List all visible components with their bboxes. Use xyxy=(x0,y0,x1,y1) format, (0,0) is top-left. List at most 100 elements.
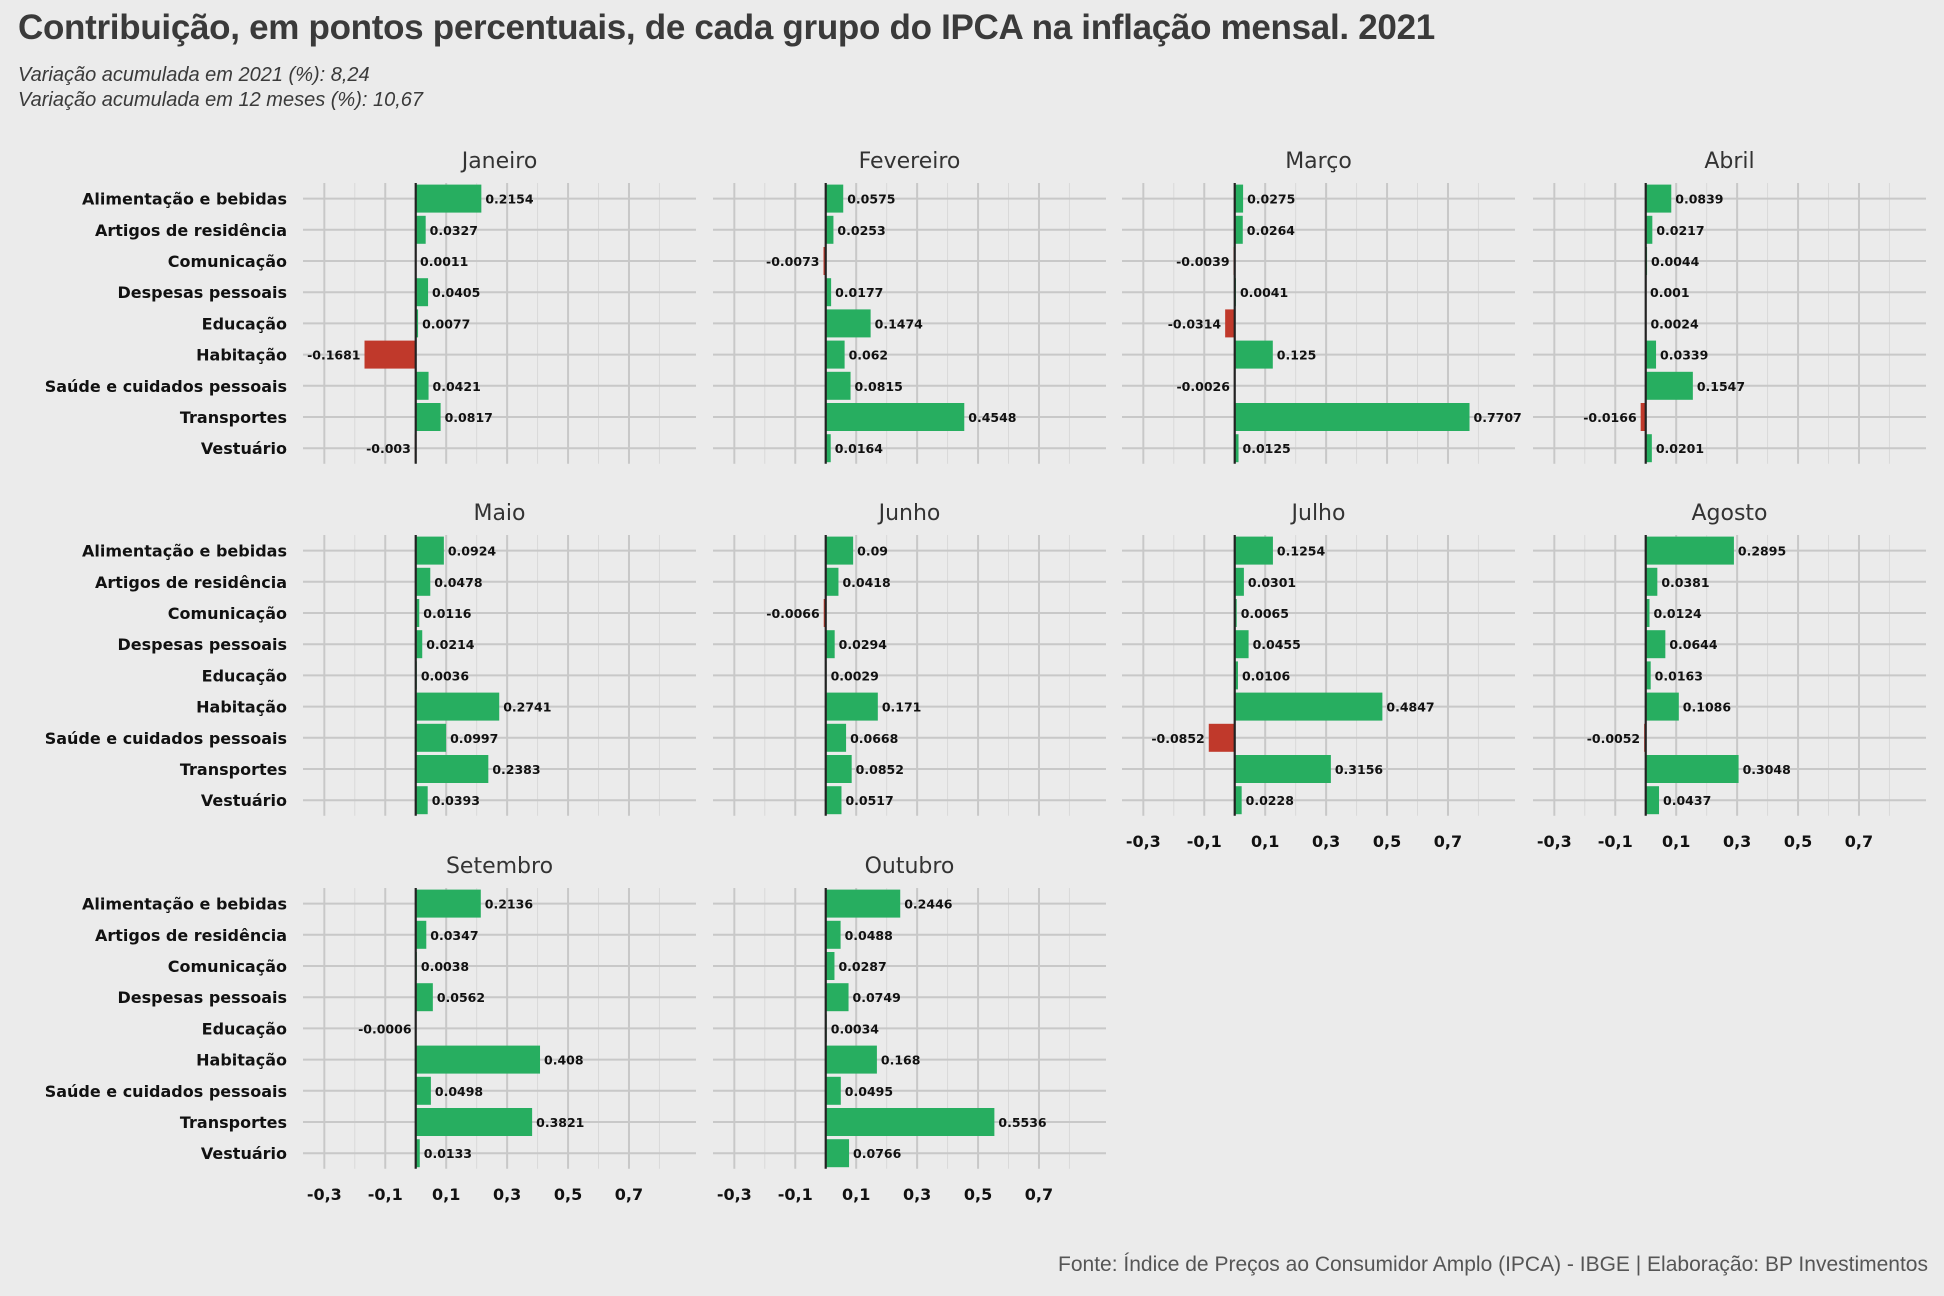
data-label: 0.0575 xyxy=(847,192,895,207)
data-label: -0.0314 xyxy=(1168,316,1222,331)
bar xyxy=(1645,692,1679,721)
data-label: -0.0026 xyxy=(1176,379,1230,394)
bar xyxy=(825,920,841,949)
x-tick-label: 0,3 xyxy=(903,1185,931,1204)
bar xyxy=(1645,661,1651,690)
data-label: 0.0488 xyxy=(845,928,893,943)
bar xyxy=(825,952,835,980)
data-label: 0.2154 xyxy=(485,192,534,207)
y-axis-label: Artigos de residência xyxy=(95,926,287,945)
data-label: 0.7707 xyxy=(1474,410,1522,425)
bar xyxy=(825,1139,850,1168)
facet-title: Abril xyxy=(1704,149,1754,174)
data-label: 0.3156 xyxy=(1335,762,1384,777)
x-tick-label: 0,5 xyxy=(554,1185,582,1204)
x-tick-label: 0,1 xyxy=(842,1185,870,1204)
y-axis-label: Habitação xyxy=(196,1051,287,1070)
bar xyxy=(415,723,447,752)
x-tick-label: -0,1 xyxy=(778,1185,813,1204)
bar xyxy=(415,786,428,815)
bar xyxy=(825,403,965,431)
bar xyxy=(415,567,431,596)
bar xyxy=(825,1045,877,1074)
bar xyxy=(1640,403,1646,431)
bar xyxy=(364,340,416,369)
data-label: 0.408 xyxy=(544,1053,584,1068)
data-label: 0.0498 xyxy=(435,1084,483,1099)
bar xyxy=(1645,371,1693,400)
facet-title: Outubro xyxy=(865,854,955,879)
data-label: 0.0437 xyxy=(1663,793,1711,808)
data-label: 0.0077 xyxy=(422,316,470,331)
bar xyxy=(415,184,482,213)
data-label: 0.0997 xyxy=(450,731,498,746)
data-label: 0.0253 xyxy=(837,223,885,238)
x-tick-label: -0,3 xyxy=(1126,832,1161,851)
bar xyxy=(1645,184,1672,213)
bar xyxy=(1234,630,1249,659)
data-label: 0.0766 xyxy=(853,1146,902,1161)
bar xyxy=(1208,723,1235,752)
data-label: 0.0815 xyxy=(855,379,903,394)
data-label: 0.125 xyxy=(1277,348,1317,363)
data-label: 0.0029 xyxy=(831,668,879,683)
y-axis-label: Artigos de residência xyxy=(95,221,287,240)
bar xyxy=(1645,599,1650,627)
bar xyxy=(825,692,878,721)
x-tick-label: 0,7 xyxy=(1025,1185,1053,1204)
data-label: 0.0381 xyxy=(1661,575,1709,590)
data-label: 0.09 xyxy=(857,544,888,559)
data-label: 0.0116 xyxy=(423,606,472,621)
x-tick-label: -0,1 xyxy=(368,1185,403,1204)
y-axis-label: Comunicação xyxy=(168,604,287,623)
y-axis-label: Educação xyxy=(202,666,287,685)
bar xyxy=(1645,786,1660,815)
data-label: -0.0073 xyxy=(766,254,819,269)
data-label: 0.0228 xyxy=(1246,793,1294,808)
bar xyxy=(415,1045,541,1074)
bar xyxy=(825,567,839,596)
bar xyxy=(415,630,423,659)
bar xyxy=(1645,340,1657,369)
data-label: -0.003 xyxy=(366,441,411,456)
data-label: -0.0006 xyxy=(358,1021,412,1036)
y-axis-label: Transportes xyxy=(180,1113,287,1132)
facet-title: Fevereiro xyxy=(859,149,961,174)
bar xyxy=(1225,309,1235,338)
y-axis-label: Habitação xyxy=(196,698,287,717)
data-label: -0.0052 xyxy=(1587,731,1640,746)
data-label: 0.0275 xyxy=(1247,192,1295,207)
data-label: 0.0327 xyxy=(430,223,478,238)
y-axis-label: Saúde e cuidados pessoais xyxy=(45,1082,287,1101)
y-axis-label: Alimentação e bebidas xyxy=(82,190,287,209)
bar xyxy=(1234,184,1244,213)
data-label: -0.0166 xyxy=(1583,410,1637,425)
bar xyxy=(1234,403,1470,431)
bar xyxy=(1645,215,1653,244)
y-axis-label: Comunicação xyxy=(168,957,287,976)
data-label: 0.0163 xyxy=(1655,668,1703,683)
data-label: 0.0393 xyxy=(432,793,480,808)
data-label: 0.0418 xyxy=(842,575,890,590)
x-tick-label: -0,1 xyxy=(1187,832,1222,851)
data-label: 0.0562 xyxy=(437,990,485,1005)
data-label: 0.0644 xyxy=(1669,637,1718,652)
bar xyxy=(1234,661,1238,690)
bar xyxy=(415,983,433,1012)
data-label: 0.0478 xyxy=(434,575,482,590)
data-label: 0.5536 xyxy=(998,1115,1047,1130)
x-tick-label: 0,5 xyxy=(964,1185,992,1204)
bar xyxy=(825,786,842,815)
bar xyxy=(1234,536,1273,565)
bar xyxy=(415,889,481,918)
facet-title: Maio xyxy=(473,501,525,526)
chart-subtitle-ytd: Variação acumulada em 2021 (%): 8,24 xyxy=(18,64,370,86)
bar xyxy=(415,215,426,244)
x-tick-label: 0,7 xyxy=(615,1185,643,1204)
bar xyxy=(825,278,832,307)
bar xyxy=(825,340,845,369)
data-label: 0.4847 xyxy=(1386,700,1434,715)
data-label: 0.0041 xyxy=(1240,285,1288,300)
bar xyxy=(415,1108,533,1136)
x-tick-label: -0,3 xyxy=(717,1185,752,1204)
